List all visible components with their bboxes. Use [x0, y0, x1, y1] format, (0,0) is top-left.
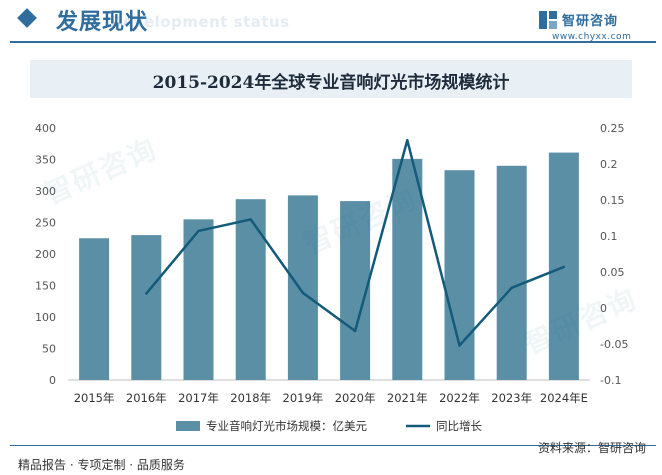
- bar: [444, 170, 475, 380]
- x-tick-label: 2018年: [230, 391, 271, 405]
- y-left-tick-label: 100: [35, 311, 56, 324]
- y-right-tick-label: 0.2: [600, 158, 618, 171]
- y-right-tick-label: 0.25: [600, 122, 625, 135]
- x-tick-label: 2016年: [126, 391, 167, 405]
- growth-point: [562, 265, 566, 269]
- legend-label-bar: 专业音响灯光市场规模：亿美元: [206, 419, 367, 433]
- x-tick-label: 2021年: [387, 391, 428, 405]
- chart-title-band: 2015-2024年全球专业音响灯光市场规模统计: [30, 60, 632, 98]
- growth-point: [406, 139, 409, 142]
- section-header: Development status 发展现状 智研咨询 www.chyxx.c…: [0, 0, 662, 44]
- footer-divider: [10, 445, 656, 446]
- x-tick-label: 2024年E: [540, 391, 588, 405]
- growth-point: [249, 218, 252, 221]
- y-left-tick-label: 250: [35, 217, 56, 230]
- x-tick-label: 2017年: [178, 391, 219, 405]
- y-right-tick-label: 0: [600, 302, 607, 315]
- growth-point: [301, 291, 305, 295]
- bar: [392, 158, 423, 380]
- growth-point: [197, 229, 200, 233]
- section-ghost-text: Development status: [110, 13, 290, 31]
- growth-point: [458, 344, 461, 347]
- bar: [131, 235, 162, 380]
- brand-name: 智研咨询: [562, 14, 619, 29]
- header-divider: [10, 41, 656, 43]
- y-right-tick-label: 0.15: [600, 194, 625, 207]
- y-right-tick-label: -0.05: [600, 338, 628, 351]
- growth-point: [145, 292, 148, 295]
- y-left-tick-label: 400: [35, 122, 56, 135]
- x-tick-label: 2015年: [74, 391, 115, 405]
- growth-point: [353, 329, 357, 333]
- x-tick-label: 2019年: [283, 391, 324, 405]
- legend-swatch-bar: [176, 421, 200, 431]
- y-right-tick-label: 0.05: [600, 266, 625, 279]
- y-right-tick-label: 0.1: [600, 230, 618, 243]
- x-tick-label: 2022年: [439, 391, 480, 405]
- x-tick-label: 2020年: [335, 391, 376, 405]
- bar: [287, 195, 318, 380]
- combo-chart: 0 50 100 150 200 250 300 350 400 -0.1 -0.05 0 0.05 0.…: [35, 122, 628, 433]
- y-left-tick-label: 300: [35, 185, 56, 198]
- footer-source: 资料来源：智研咨询: [537, 441, 646, 455]
- y-left-tick-label: 150: [35, 280, 56, 293]
- bar: [79, 238, 110, 380]
- footer: 精品报告 · 专项定制 · 品质服务 资料来源：智研咨询: [0, 441, 662, 475]
- y-right-tick-label: -0.1: [600, 374, 621, 387]
- diamond-icon: [17, 8, 37, 28]
- y-left-tick-label: 50: [42, 343, 56, 356]
- y-left-tick-label: 0: [49, 374, 56, 387]
- legend-label-line: 同比增长: [436, 419, 482, 433]
- bar: [235, 199, 266, 380]
- growth-point: [510, 286, 513, 290]
- bar: [496, 165, 527, 380]
- bar: [183, 219, 214, 380]
- footer-services: 精品报告 · 专项定制 · 品质服务: [18, 458, 185, 472]
- section-title: 发展现状: [56, 10, 149, 35]
- chart-title: 2015-2024年全球专业音响灯光市场规模统计: [152, 73, 510, 93]
- x-tick-label: 2023年: [491, 391, 532, 405]
- y-left-tick-label: 350: [35, 154, 56, 167]
- brand-url: www.chyxx.com: [552, 32, 632, 42]
- y-left-tick-label: 200: [35, 248, 56, 261]
- brand-logo-icon: [539, 11, 557, 29]
- brand: 智研咨询 www.chyxx.com: [538, 9, 648, 42]
